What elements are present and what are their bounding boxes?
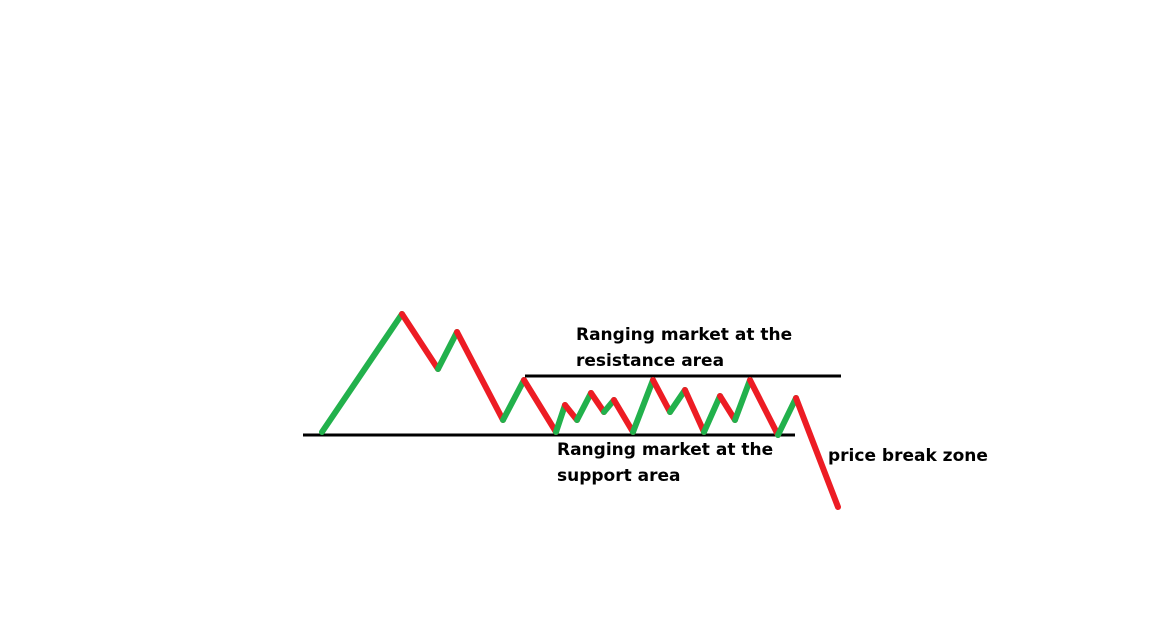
- price-down-segment: [521, 377, 559, 435]
- price-up-segment: [435, 329, 460, 372]
- price-down-segment: [650, 377, 673, 415]
- price-down-segment: [682, 387, 707, 435]
- resistance-label-line-2: resistance area: [576, 351, 725, 371]
- price-up-segment: [500, 377, 527, 423]
- support-area-label: Ranging market at the support area: [557, 437, 773, 489]
- price-up-segment: [732, 377, 753, 423]
- resistance-area-label: Ranging market at the resistance area: [576, 322, 792, 374]
- price-down-segment: [747, 377, 781, 438]
- price-up-segment: [775, 395, 799, 438]
- price-down-segment: [454, 329, 506, 423]
- support-label-line-2: support area: [557, 466, 681, 486]
- price-down-segment: [793, 395, 841, 510]
- support-label-line-1: Ranging market at the: [557, 440, 774, 460]
- price-down-segment: [717, 393, 738, 423]
- price-up-segment: [701, 393, 723, 435]
- price-path: [319, 311, 841, 510]
- price-up-segment: [319, 311, 405, 435]
- price-up-segment: [630, 377, 656, 435]
- price-down-segment: [588, 390, 607, 415]
- price-break-label-text: price break zone: [828, 446, 988, 466]
- price-down-segment: [399, 311, 441, 372]
- price-up-segment: [553, 402, 568, 435]
- price-down-segment: [611, 397, 636, 435]
- price-up-segment: [574, 390, 594, 423]
- price-break-zone-label: price break zone: [828, 443, 988, 469]
- resistance-label-line-1: Ranging market at the: [576, 325, 793, 345]
- price-up-segment: [667, 387, 688, 415]
